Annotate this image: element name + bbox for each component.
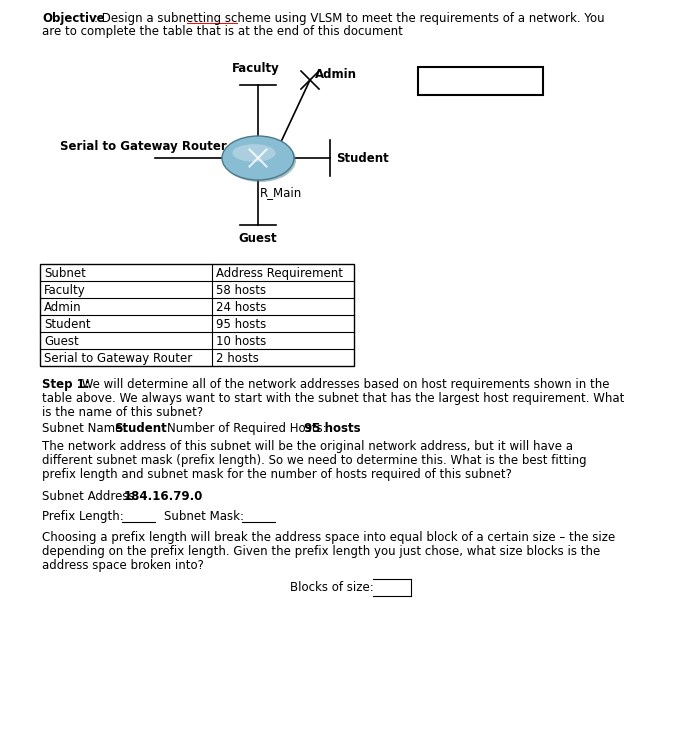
- Text: Blocks of size:: Blocks of size:: [290, 581, 377, 594]
- Text: is the name of this subnet?: is the name of this subnet?: [42, 406, 203, 419]
- Text: Objective: Objective: [42, 12, 105, 25]
- Text: R_Main: R_Main: [260, 186, 302, 199]
- Text: Student: Student: [336, 151, 388, 165]
- Text: depending on the prefix length. Given the prefix length you just chose, what siz: depending on the prefix length. Given th…: [42, 545, 600, 558]
- Text: Address Requirement: Address Requirement: [216, 267, 343, 280]
- Text: Admin: Admin: [315, 68, 357, 81]
- Text: 58 hosts: 58 hosts: [216, 284, 266, 297]
- Text: 10 hosts: 10 hosts: [216, 335, 266, 348]
- Text: different subnet mask (prefix length). So we need to determine this. What is the: different subnet mask (prefix length). S…: [42, 454, 586, 467]
- Text: The network address of this subnet will be the original network address, but it : The network address of this subnet will …: [42, 440, 573, 453]
- Text: 2 hosts: 2 hosts: [216, 352, 259, 365]
- Text: Subnet Name:: Subnet Name:: [42, 422, 130, 435]
- Text: address space broken into?: address space broken into?: [42, 559, 204, 572]
- Text: Serial to Gateway Router: Serial to Gateway Router: [60, 140, 227, 153]
- Bar: [40, 264, 354, 366]
- Text: 184.16.79.0: 184.16.79.0: [124, 490, 204, 503]
- Text: Number of Required Hosts:: Number of Required Hosts:: [152, 422, 331, 435]
- Text: table above. We always want to start with the subnet that has the largest host r: table above. We always want to start wit…: [42, 392, 624, 405]
- Text: are to complete the table that is at the end of this document: are to complete the table that is at the…: [42, 25, 403, 38]
- Ellipse shape: [222, 136, 294, 180]
- Text: Serial to Gateway Router: Serial to Gateway Router: [44, 352, 193, 365]
- Text: Choosing a prefix length will break the address space into equal block of a cert: Choosing a prefix length will break the …: [42, 531, 615, 544]
- Text: Subnet Address:: Subnet Address:: [42, 490, 142, 503]
- Text: 24 hosts: 24 hosts: [216, 301, 266, 314]
- Text: 95 hosts: 95 hosts: [216, 318, 266, 331]
- Text: 184.16.79.0 /24: 184.16.79.0 /24: [433, 75, 527, 87]
- Text: Student: Student: [44, 318, 90, 331]
- Text: Prefix Length:: Prefix Length:: [42, 510, 128, 523]
- Ellipse shape: [224, 138, 296, 182]
- Ellipse shape: [233, 144, 275, 162]
- Text: Step 1:: Step 1:: [42, 378, 90, 391]
- Text: : Design a subnetting scheme using VLSM to meet the requirements of a network. Y: : Design a subnetting scheme using VLSM …: [94, 12, 604, 25]
- Bar: [418, 67, 543, 95]
- Text: Student: Student: [114, 422, 167, 435]
- Text: Guest: Guest: [239, 232, 277, 245]
- Text: Admin: Admin: [44, 301, 81, 314]
- Text: Subnet: Subnet: [44, 267, 86, 280]
- Text: 95 hosts: 95 hosts: [304, 422, 361, 435]
- Text: Guest: Guest: [44, 335, 79, 348]
- Text: Faculty: Faculty: [232, 62, 280, 75]
- Text: Faculty: Faculty: [44, 284, 86, 297]
- Text: We will determine all of the network addresses based on host requirements shown : We will determine all of the network add…: [78, 378, 609, 391]
- Text: prefix length and subnet mask for the number of hosts required of this subnet?: prefix length and subnet mask for the nu…: [42, 468, 512, 481]
- Text: Subnet Mask:: Subnet Mask:: [164, 510, 244, 523]
